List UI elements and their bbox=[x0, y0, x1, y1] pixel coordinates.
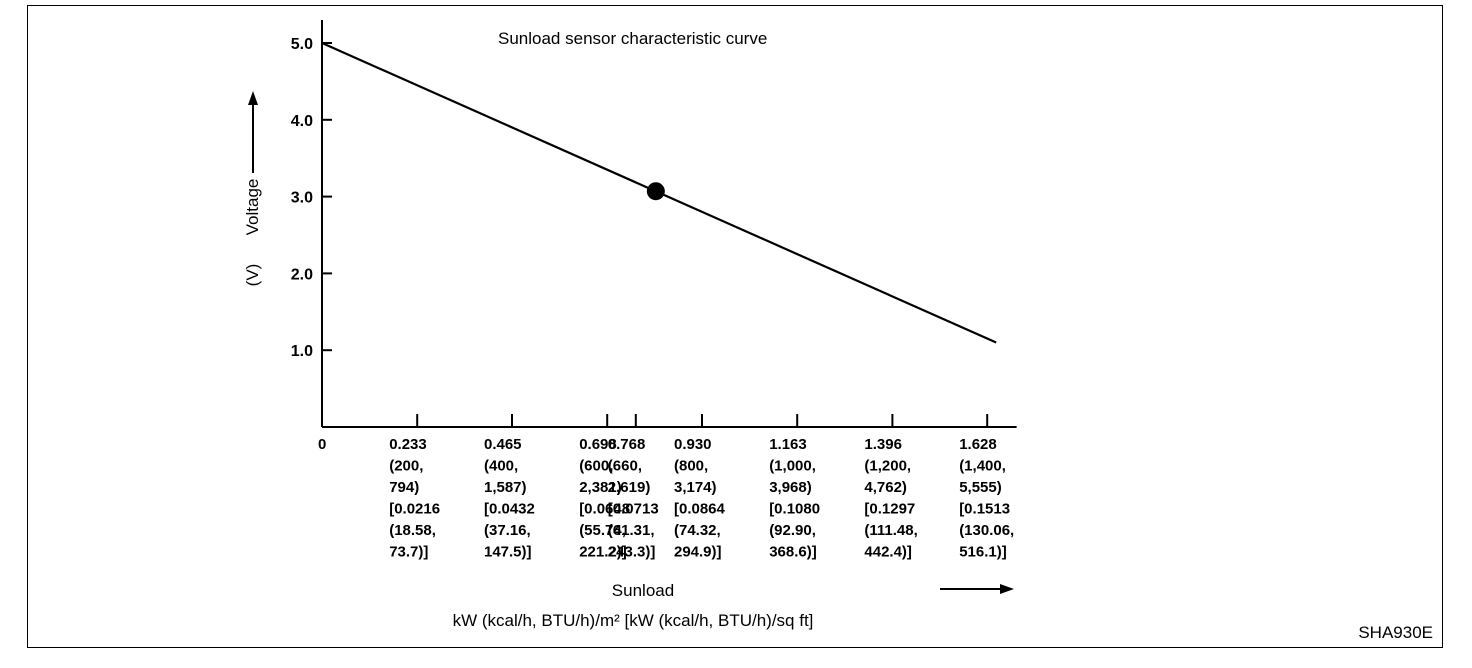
x-tick-label-line: 1.163 bbox=[769, 436, 807, 453]
x-axis-arrow bbox=[940, 584, 1014, 594]
x-tick-label-line: 221.2)] bbox=[579, 544, 627, 561]
x-tick-label-line: 0.233 bbox=[389, 436, 427, 453]
x-tick-label-line: 1.396 bbox=[864, 436, 902, 453]
x-tick-label: 1.396 (1,200, 4,762) [0.1297 (111.48, 442.4)] bbox=[864, 436, 917, 561]
x-tick-label-line: 147.5)] bbox=[484, 544, 532, 561]
x-tick-label-line: [0.1080 bbox=[769, 501, 820, 518]
x-tick-label-line: 1.628 bbox=[959, 436, 997, 453]
x-tick-label-line: 4,762) bbox=[864, 479, 907, 496]
x-axis-label: Sunload bbox=[612, 581, 674, 600]
x-tick-label: 0 bbox=[318, 436, 326, 453]
x-axis-arrow-head bbox=[1000, 584, 1014, 594]
x-tick-label-line: [0.1513 bbox=[959, 501, 1010, 518]
x-tick-label-line: [0.0648 bbox=[579, 501, 630, 518]
y-axis-label-group: (V) Voltage bbox=[243, 91, 262, 286]
y-tick-label: 5.0 bbox=[291, 36, 313, 53]
x-tick-label-line: (18.58, bbox=[389, 522, 436, 539]
x-tick-label-line: 294.9)] bbox=[674, 544, 722, 561]
x-tick-label-line: (400, bbox=[484, 458, 518, 475]
x-tick-label-line: (111.48, bbox=[864, 522, 917, 539]
x-tick-label-line: (200, bbox=[389, 458, 423, 475]
y-axis-unit: (V) bbox=[243, 264, 262, 287]
x-tick-label-line: 2,619) bbox=[608, 479, 651, 496]
x-tick-label: 0.768 (660, 2,619) [0.0713 (61.31, 243.3)] bbox=[608, 436, 659, 561]
x-tick-label-line: 368.6)] bbox=[769, 544, 817, 561]
x-tick-label-line: [0.0432 bbox=[484, 501, 535, 518]
x-tick-label: 0.698 (600, 2,381) [0.0648 (55.74, 221.2)] bbox=[579, 436, 630, 561]
y-tick-label: 1.0 bbox=[291, 343, 313, 360]
x-tick-label-line: (600, bbox=[579, 458, 613, 475]
x-tick-label: 1.628 (1,400, 5,555) [0.1513 (130.06, 516.1)] bbox=[959, 436, 1014, 561]
chart-title: Sunload sensor characteristic curve bbox=[498, 29, 767, 48]
x-tick-label-line: 3,174) bbox=[674, 479, 717, 496]
x-tick-label-line: (74.32, bbox=[674, 522, 721, 539]
x-tick-label-line: (55.74, bbox=[579, 522, 626, 539]
x-tick-label-line: 73.7)] bbox=[389, 544, 428, 561]
x-tick-label: 1.163 (1,000, 3,968) [0.1080 (92.90, 368.6)] bbox=[769, 436, 820, 561]
x-tick-label-line: [0.0216 bbox=[389, 501, 440, 518]
y-tick-label: 4.0 bbox=[291, 113, 313, 130]
x-tick-label-line: [0.1297 bbox=[864, 501, 915, 518]
x-tick-label-line: (1,200, bbox=[864, 458, 911, 475]
x-tick-label-line: 3,968) bbox=[769, 479, 812, 496]
y-axis-label: Voltage bbox=[243, 179, 262, 236]
x-tick-label-line: 243.3)] bbox=[608, 544, 656, 561]
x-tick-label-line: (800, bbox=[674, 458, 708, 475]
figure-frame bbox=[27, 5, 1443, 648]
x-tick-label: 0.465 (400, 1,587) [0.0432 (37.16, 147.5)] bbox=[484, 436, 535, 561]
x-ticks: 0 0.233 (200, 794) [0.0216 (18.58, 73.7)] 0.465… bbox=[318, 414, 1014, 561]
figure-id: SHA930E bbox=[1358, 623, 1433, 642]
x-tick-label-line: 0.465 bbox=[484, 436, 522, 453]
y-ticks: 1.0 2.0 3.0 4.0 5.0 bbox=[291, 36, 332, 360]
x-tick-label-line: 2,381) bbox=[579, 479, 622, 496]
x-tick-label-line: (37.16, bbox=[484, 522, 531, 539]
x-tick-label-line: (1,000, bbox=[769, 458, 816, 475]
plot-area bbox=[321, 41, 997, 344]
curve-marker-point bbox=[646, 182, 665, 201]
x-tick-label-line: 794) bbox=[389, 479, 419, 496]
x-tick-label-line: (130.06, bbox=[959, 522, 1014, 539]
x-tick-label-line: (1,400, bbox=[959, 458, 1006, 475]
x-tick-label-line: [0.0713 bbox=[608, 501, 659, 518]
x-tick-label-line: 0.698 bbox=[579, 436, 617, 453]
x-tick-label-line: 0 bbox=[318, 436, 326, 453]
axes bbox=[321, 19, 1017, 428]
y-axis-arrow-head bbox=[248, 91, 258, 105]
x-tick-label-line: 0.930 bbox=[674, 436, 712, 453]
x-tick-label: 0.233 (200, 794) [0.0216 (18.58, 73.7)] bbox=[389, 436, 440, 561]
x-tick-label-line: (92.90, bbox=[769, 522, 816, 539]
x-axis-unit: kW (kcal/h, BTU/h)/m² [kW (kcal/h, BTU/h… bbox=[453, 611, 814, 630]
x-tick-label-line: 5,555) bbox=[959, 479, 1002, 496]
x-tick-label-line: 0.768 bbox=[608, 436, 646, 453]
x-tick-label-line: 442.4)] bbox=[864, 544, 912, 561]
x-tick-label-line: (660, bbox=[608, 458, 642, 475]
x-tick-label-line: 516.1)] bbox=[959, 544, 1007, 561]
x-tick-label-line: (61.31, bbox=[608, 522, 655, 539]
x-tick-label-line: [0.0864 bbox=[674, 501, 726, 518]
y-tick-label: 3.0 bbox=[291, 190, 313, 207]
x-tick-label-line: 1,587) bbox=[484, 479, 527, 496]
y-tick-label: 2.0 bbox=[291, 266, 313, 283]
x-tick-label: 0.930 (800, 3,174) [0.0864 (74.32, 294.9)] bbox=[674, 436, 726, 561]
